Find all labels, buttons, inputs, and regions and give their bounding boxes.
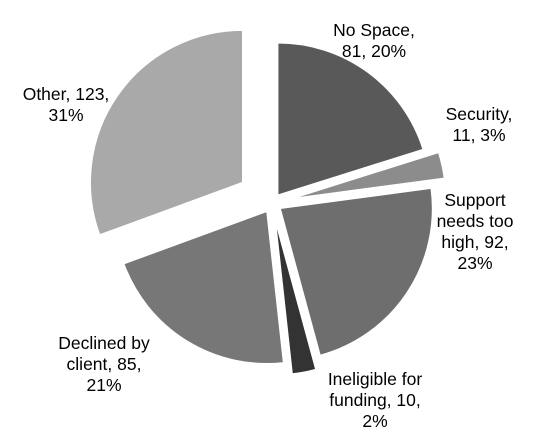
data-label-line: needs too bbox=[437, 211, 514, 231]
pie-slice-ineligible-for-funding bbox=[275, 222, 317, 375]
data-label-other: Other, 123, 31% bbox=[23, 84, 110, 125]
data-label-line: Security, bbox=[446, 104, 513, 124]
data-label-line: 23% bbox=[457, 253, 492, 273]
data-label-line: 21% bbox=[86, 375, 121, 395]
data-label-line: Ineligible for bbox=[328, 369, 423, 389]
data-label-line: Declined by bbox=[58, 333, 150, 353]
pie-slice-support-needs-too-high bbox=[279, 187, 433, 356]
data-label-security: Security, 11, 3% bbox=[446, 104, 513, 145]
data-label-line: 2% bbox=[362, 411, 387, 431]
data-label-line: high, 92, bbox=[441, 232, 508, 252]
data-label-ineligible-for-funding: Ineligible for funding, 10, 2% bbox=[328, 369, 423, 431]
data-label-line: 31% bbox=[48, 105, 83, 125]
pie-slice-other bbox=[90, 29, 243, 236]
data-label-line: No Space, bbox=[333, 20, 415, 40]
data-labels: No Space, 81, 20% Security, 11, 3% Support ne… bbox=[23, 20, 514, 431]
data-label-line: 81, 20% bbox=[342, 41, 406, 61]
pie-slice-no-space bbox=[277, 42, 424, 196]
data-label-line: Other, 123, bbox=[23, 84, 110, 104]
data-label-line: client, 85, bbox=[67, 354, 142, 374]
data-label-support-needs-too-high: Support needs too high, 92, 23% bbox=[437, 190, 514, 273]
data-label-line: funding, 10, bbox=[329, 390, 420, 410]
pie-slice-declined-by-client bbox=[123, 210, 284, 364]
data-label-line: Support bbox=[444, 190, 505, 210]
data-label-no-space: No Space, 81, 20% bbox=[333, 20, 415, 61]
pie-slices bbox=[90, 29, 445, 375]
pie-slice-security bbox=[293, 151, 445, 199]
data-label-line: 11, 3% bbox=[452, 125, 505, 145]
data-label-declined-by-client: Declined by client, 85, 21% bbox=[58, 333, 150, 395]
